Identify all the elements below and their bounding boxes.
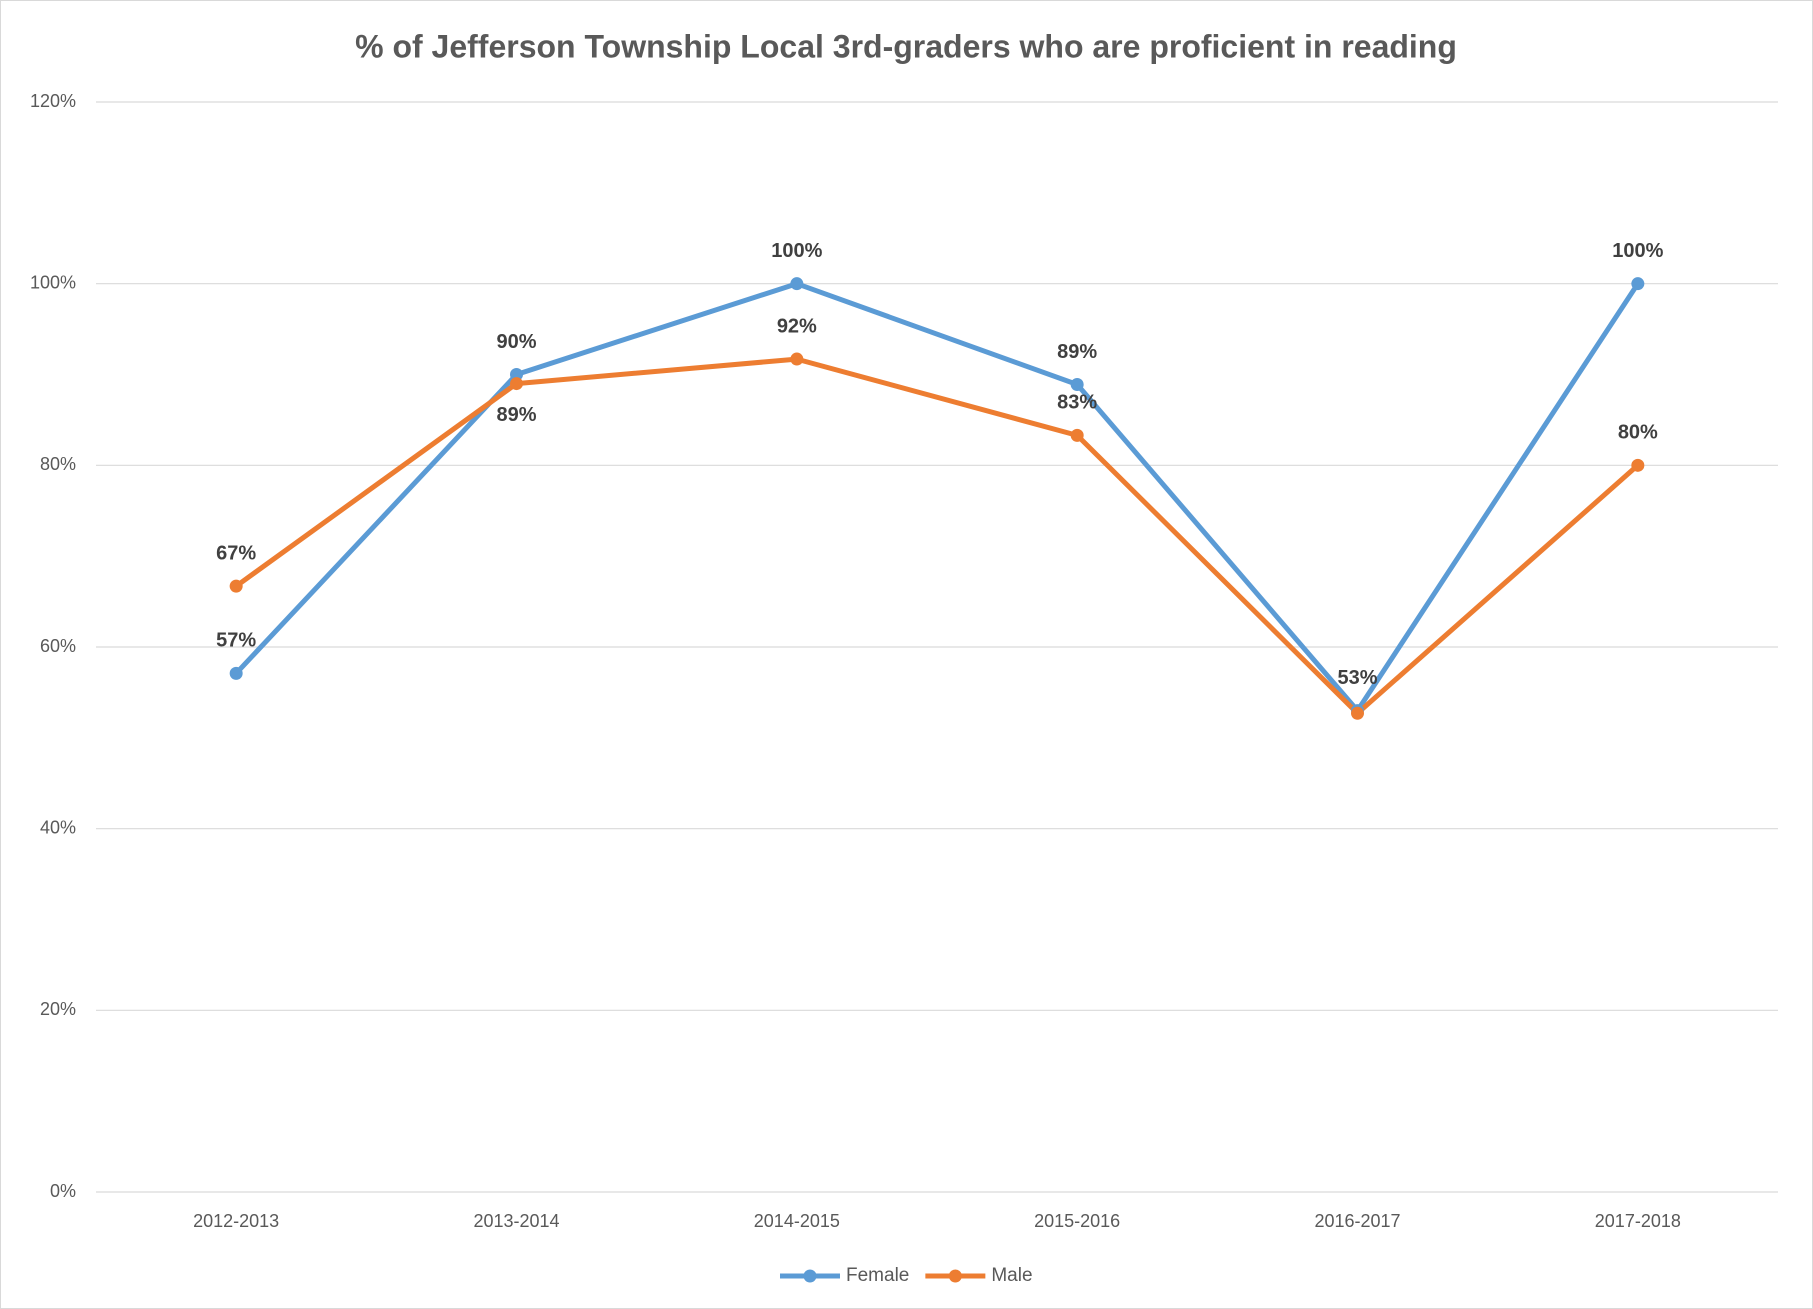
legend-marker — [948, 1269, 962, 1283]
data-point — [1070, 428, 1084, 442]
legend: Female Male — [780, 1265, 1033, 1286]
data-label: 100% — [771, 240, 822, 262]
data-point — [229, 666, 243, 680]
data-point — [790, 352, 804, 366]
y-tick-label: 120% — [30, 91, 76, 111]
data-label: 57% — [216, 630, 256, 652]
data-point — [1631, 277, 1645, 291]
data-label: 92% — [777, 315, 817, 337]
y-tick-label: 60% — [40, 636, 76, 656]
data-label: 89% — [496, 404, 536, 426]
y-tick-label: 20% — [40, 999, 76, 1019]
data-label: 53% — [1337, 667, 1377, 689]
series-line — [233, 281, 1641, 714]
x-tick-label: 2014-2015 — [754, 1211, 840, 1231]
data-label: 83% — [1057, 392, 1097, 414]
series-line — [233, 356, 1641, 716]
legend-marker — [803, 1269, 817, 1283]
x-tick-label: 2017-2018 — [1595, 1211, 1681, 1231]
x-tick-label: 2012-2013 — [193, 1211, 279, 1231]
data-point — [510, 377, 523, 391]
x-tick-label: 2013-2014 — [473, 1211, 559, 1231]
legend-label: Female — [846, 1265, 909, 1286]
x-tick-label: 2016-2017 — [1314, 1211, 1400, 1231]
data-point — [510, 368, 523, 381]
data-point — [1631, 458, 1645, 472]
data-point — [229, 579, 243, 593]
data-point — [790, 277, 804, 291]
data-label: 80% — [1618, 422, 1658, 444]
data-label: 67% — [216, 542, 256, 564]
data-label: 100% — [1612, 240, 1663, 262]
x-tick-label: 2015-2016 — [1034, 1211, 1120, 1231]
y-tick-label: 80% — [40, 454, 76, 474]
chart-title: % of Jefferson Township Local 3rd-grader… — [355, 28, 1457, 64]
data-point — [1351, 706, 1364, 720]
y-tick-label: 40% — [40, 817, 76, 837]
legend-label: Male — [991, 1265, 1032, 1286]
y-tick-label: 0% — [50, 1181, 76, 1201]
data-label: 90% — [496, 331, 536, 353]
data-label: 89% — [1057, 341, 1097, 363]
data-point — [1070, 377, 1084, 391]
y-tick-label: 100% — [30, 272, 76, 292]
